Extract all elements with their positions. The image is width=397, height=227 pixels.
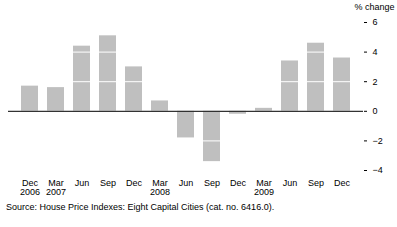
svg-text:6: 6 [373, 17, 378, 27]
svg-text:Mar2007: Mar2007 [46, 178, 66, 197]
svg-text:% change: % change [354, 2, 394, 12]
svg-text:−4: −4 [373, 165, 383, 175]
svg-text:Dec2006: Dec2006 [20, 178, 40, 197]
svg-text:Mar2008: Mar2008 [150, 178, 170, 197]
svg-text:4: 4 [373, 47, 378, 57]
svg-text:Sep: Sep [204, 178, 220, 188]
svg-text:0: 0 [373, 106, 378, 116]
svg-text:Dec: Dec [334, 178, 351, 188]
svg-text:Sep: Sep [308, 178, 324, 188]
svg-text:Dec: Dec [230, 178, 247, 188]
svg-text:−2: −2 [373, 136, 383, 146]
svg-text:Sep: Sep [100, 178, 116, 188]
html-text:Source: House Price Indexes: E: Source: House Price Indexes: Eight Capit… [6, 202, 275, 212]
svg-text:Mar2009: Mar2009 [254, 178, 274, 197]
svg-text:Jun: Jun [179, 178, 194, 188]
svg-text:Dec: Dec [126, 178, 143, 188]
svg-text:Jun: Jun [283, 178, 298, 188]
svg-text:2: 2 [373, 77, 378, 87]
svg-text:Jun: Jun [75, 178, 90, 188]
